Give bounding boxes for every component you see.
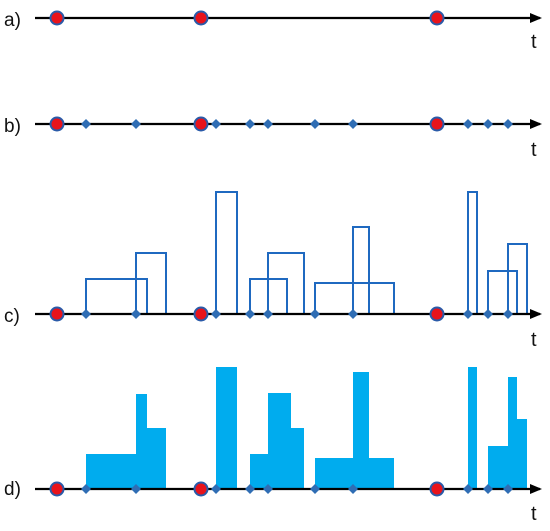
minor-event-marker [310, 119, 320, 129]
main-event-marker [193, 306, 209, 322]
axis-label-t-a: t [531, 31, 537, 53]
intensity-outline-box [467, 191, 478, 315]
minor-event-marker [131, 309, 141, 319]
minor-event-marker [463, 119, 473, 129]
axis-label-t-d: t [531, 503, 537, 525]
minor-event-marker [81, 119, 91, 129]
main-event-marker [429, 306, 445, 322]
minor-event-marker [211, 484, 221, 494]
minor-event-marker [483, 484, 493, 494]
minor-event-marker [263, 119, 273, 129]
axis-label-t-b: t [531, 139, 537, 161]
minor-event-marker [211, 309, 221, 319]
minor-event-marker [463, 484, 473, 494]
intensity-outline-box [352, 226, 370, 315]
minor-event-marker [245, 119, 255, 129]
intensity-filled-shape [488, 377, 527, 489]
minor-event-marker [81, 309, 91, 319]
axis-label-t-c: t [531, 329, 537, 351]
main-event-marker [429, 10, 445, 26]
minor-event-marker [211, 119, 221, 129]
main-event-marker [429, 116, 445, 132]
minor-event-marker [503, 119, 513, 129]
main-event-marker [49, 306, 65, 322]
timeline-axis-d [35, 481, 542, 497]
minor-event-marker [131, 484, 141, 494]
minor-event-marker [245, 309, 255, 319]
minor-event-marker [483, 309, 493, 319]
minor-event-marker [348, 309, 358, 319]
panel-b: b) t [4, 116, 542, 161]
minor-event-marker [348, 119, 358, 129]
minor-event-marker [81, 484, 91, 494]
intensity-outline-box [314, 282, 395, 315]
minor-event-marker [503, 484, 513, 494]
main-event-marker [193, 481, 209, 497]
intensity-filled-shape [468, 367, 477, 489]
intensity-filled-areas [86, 367, 527, 489]
intensity-outline-box [215, 191, 238, 315]
minor-event-marker [263, 309, 273, 319]
panel-c: c) t [4, 191, 542, 351]
timeline-axis-a [35, 10, 542, 26]
intensity-outline-box [487, 270, 518, 315]
minor-event-marker [503, 309, 513, 319]
panel-a: a) t [4, 10, 542, 53]
panel-label-c: c) [4, 306, 20, 327]
panel-label-b: b) [4, 116, 21, 137]
minor-event-marker [483, 119, 493, 129]
minor-event-marker [310, 309, 320, 319]
minor-event-marker [245, 484, 255, 494]
intensity-outline-box [85, 278, 148, 315]
panel-label-d: d) [4, 479, 21, 500]
main-event-marker [49, 10, 65, 26]
minor-event-marker [463, 309, 473, 319]
minor-event-marker [310, 484, 320, 494]
main-event-marker [49, 481, 65, 497]
minor-event-marker [263, 484, 273, 494]
timeline-axis-b [35, 116, 542, 132]
panel-d: d) t [4, 367, 542, 525]
main-event-marker [193, 116, 209, 132]
timeline-axis-c [35, 306, 542, 322]
intensity-filled-shape [315, 372, 394, 489]
intensity-filled-shape [86, 394, 166, 489]
intensity-outline-box [135, 252, 167, 315]
intensity-outline-boxes [85, 191, 528, 315]
main-event-marker [49, 116, 65, 132]
minor-event-marker [131, 119, 141, 129]
intensity-filled-shape [216, 367, 237, 489]
intensity-filled-shape [250, 393, 304, 489]
main-event-marker [429, 481, 445, 497]
panel-label-a: a) [4, 10, 21, 31]
minor-event-marker [348, 484, 358, 494]
main-event-marker [193, 10, 209, 26]
